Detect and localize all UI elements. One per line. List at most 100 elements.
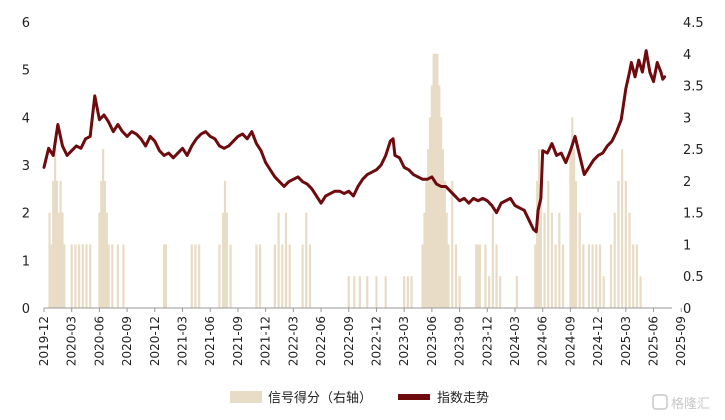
- x-axis-tick-label: 2021-06: [203, 316, 217, 366]
- x-axis-tick-label: 2020-06: [92, 316, 106, 366]
- signal-bar: [438, 85, 441, 308]
- watermark: 格隆汇: [652, 394, 710, 412]
- signal-bar: [591, 244, 594, 308]
- x-axis-tick-label: 2023-12: [480, 316, 494, 366]
- signal-bar: [77, 244, 81, 308]
- x-axis-tick-label: 2024-09: [563, 316, 577, 366]
- signal-bar: [499, 276, 502, 308]
- signal-bar: [273, 244, 276, 308]
- signal-bar: [190, 244, 193, 308]
- signal-bar: [347, 276, 350, 308]
- signal-bar: [48, 212, 51, 308]
- signal-bar: [534, 244, 537, 308]
- signal-bar: [281, 244, 284, 308]
- signal-bar: [63, 244, 66, 308]
- signal-bar: [430, 85, 433, 308]
- signal-bar: [569, 149, 572, 308]
- signal-bar: [428, 117, 432, 308]
- x-axis-tick-label: 2019-12: [37, 316, 51, 366]
- signal-bar: [617, 180, 620, 308]
- signal-bar: [353, 276, 356, 308]
- signal-bar: [375, 276, 378, 308]
- right-axis-tick-label: 3.5: [683, 80, 704, 95]
- signal-bar: [476, 244, 480, 308]
- x-axis-ticks: 2019-12 2020-03 2020-06 2020-09 2020-12 2021-…: [37, 308, 688, 366]
- signal-bar: [57, 212, 60, 308]
- watermark-logo-icon: [652, 394, 668, 410]
- signal-bar: [484, 244, 487, 308]
- signal-bar: [451, 180, 454, 308]
- signal-bar: [547, 180, 550, 308]
- signal-bar: [103, 180, 107, 308]
- signal-bar: [122, 244, 125, 308]
- signal-bar: [61, 212, 64, 308]
- x-axis-tick-label: 2025-09: [674, 316, 688, 366]
- signal-bar: [613, 212, 616, 308]
- signal-bar: [222, 212, 225, 308]
- right-axis-tick-label: 3: [683, 111, 691, 126]
- signal-bar: [277, 212, 280, 308]
- x-axis-tick-label: 2025-03: [619, 316, 633, 366]
- signal-bar: [70, 244, 73, 308]
- left-axis-tick-label: 5: [22, 64, 30, 79]
- signal-bar: [558, 212, 561, 308]
- right-axis-tick-label: 2.5: [683, 143, 704, 158]
- left-axis-tick-label: 0: [22, 302, 30, 317]
- signal-bar: [111, 244, 114, 308]
- signal-bar: [436, 53, 439, 308]
- signal-bar: [441, 149, 445, 308]
- signal-bar: [445, 212, 448, 308]
- x-axis-tick-label: 2023-03: [397, 316, 411, 366]
- right-axis-tick-label: 4.5: [683, 16, 704, 31]
- signal-bar: [102, 149, 105, 308]
- signal-bar: [229, 244, 232, 308]
- signal-bar: [223, 180, 227, 308]
- signal-bar: [537, 149, 541, 308]
- left-axis-tick-label: 6: [22, 16, 30, 31]
- legend: 信号得分（右轴） 指数走势: [230, 390, 489, 406]
- signal-bar: [550, 212, 554, 308]
- signal-bar: [598, 244, 602, 308]
- signal-bar: [218, 244, 221, 308]
- signal-bar: [384, 276, 387, 308]
- signal-bar: [554, 244, 557, 308]
- signal-bar: [421, 244, 424, 308]
- signal-bar: [164, 244, 168, 308]
- right-axis-tick-label: 4: [683, 48, 691, 63]
- signal-bar: [366, 276, 369, 308]
- left-axis-tick-label: 1: [22, 254, 30, 269]
- signal-bar: [59, 180, 62, 308]
- signal-bar: [632, 244, 635, 308]
- signal-bar: [621, 149, 624, 308]
- signal-bar: [81, 244, 84, 308]
- signal-bar: [50, 244, 53, 308]
- right-axis-tick-label: 0.5: [683, 270, 704, 285]
- right-axis-ticks: 0 0.5 1 1.5 2 2.5 3 3.5 4 4.5: [683, 16, 704, 317]
- signal-bar: [74, 244, 77, 308]
- left-axis-tick-label: 2: [22, 207, 30, 222]
- right-axis-tick-label: 1: [683, 238, 691, 253]
- legend-swatch-index: [398, 394, 430, 400]
- signal-bar: [561, 244, 565, 308]
- x-axis-tick-label: 2021-12: [259, 316, 273, 366]
- signal-bar: [427, 149, 430, 308]
- signal-bar: [358, 276, 361, 308]
- signal-bar: [194, 244, 197, 308]
- signal-bar: [495, 244, 498, 308]
- x-axis-tick-label: 2024-06: [536, 316, 550, 366]
- signal-bar: [425, 180, 428, 308]
- signal-bar: [609, 244, 613, 308]
- signal-bar: [89, 244, 92, 308]
- legend-swatch-signal: [230, 391, 262, 403]
- signal-bar: [284, 212, 288, 308]
- signal-bar: [587, 244, 590, 308]
- signal-bar: [574, 180, 578, 308]
- index-trend-line-layer: [42, 49, 667, 234]
- signal-bar: [635, 244, 639, 308]
- signal-bar: [259, 244, 262, 308]
- right-axis-tick-label: 0: [683, 302, 691, 317]
- signal-bar: [98, 212, 101, 308]
- x-axis-tick-label: 2022-06: [314, 316, 328, 366]
- signal-bar: [454, 244, 457, 308]
